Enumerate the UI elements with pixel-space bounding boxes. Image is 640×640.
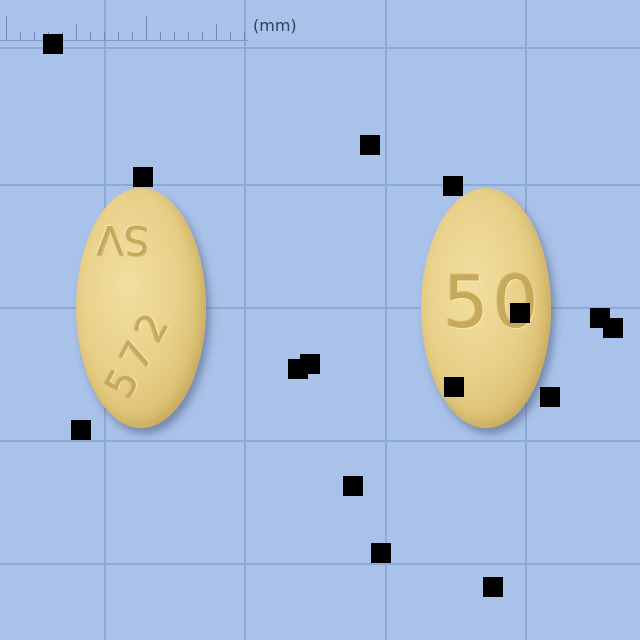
occlusion-square	[444, 377, 464, 397]
ruler-tick	[34, 32, 35, 40]
ruler-tick	[216, 24, 217, 40]
ruler-tick	[90, 32, 91, 40]
occlusion-square	[43, 34, 63, 54]
pill-right-imprint: 50	[443, 260, 543, 344]
ruler-baseline	[0, 40, 248, 41]
ruler-tick	[202, 32, 203, 40]
pill-right: 50	[421, 188, 551, 428]
occlusion-square	[510, 303, 530, 323]
occlusion-square	[483, 577, 503, 597]
occlusion-square	[360, 135, 380, 155]
ruler-tick	[76, 24, 77, 40]
occlusion-square	[540, 387, 560, 407]
ruler-tick	[146, 16, 147, 40]
occlusion-square	[371, 543, 391, 563]
ruler-tick	[118, 32, 119, 40]
ruler-tick	[230, 32, 231, 40]
occlusion-square	[443, 176, 463, 196]
occlusion-square	[288, 359, 308, 379]
ruler-tick	[20, 32, 21, 40]
grid-line	[0, 184, 640, 186]
occlusion-square	[71, 420, 91, 440]
ruler-tick	[6, 16, 7, 40]
grid-line	[0, 563, 640, 565]
grid-line	[0, 440, 640, 442]
pill-left-imprint-top: SV	[96, 216, 149, 262]
grid-line	[385, 0, 387, 640]
pill-left: SV 572	[76, 188, 206, 428]
ruler-tick	[174, 32, 175, 40]
occlusion-square	[603, 318, 623, 338]
ruler-tick	[132, 32, 133, 40]
occlusion-square	[133, 167, 153, 187]
ruler-tick	[244, 32, 245, 40]
ruler-unit-label: (mm)	[253, 16, 297, 35]
ruler-tick	[160, 32, 161, 40]
measurement-ruler: (mm)	[0, 0, 300, 44]
occlusion-square	[343, 476, 363, 496]
ruler-tick	[104, 32, 105, 40]
pill-left-imprint-bottom: 572	[96, 300, 182, 406]
grid-line	[0, 47, 640, 49]
grid-line	[244, 0, 246, 640]
ruler-tick	[188, 32, 189, 40]
grid-line	[0, 307, 640, 309]
